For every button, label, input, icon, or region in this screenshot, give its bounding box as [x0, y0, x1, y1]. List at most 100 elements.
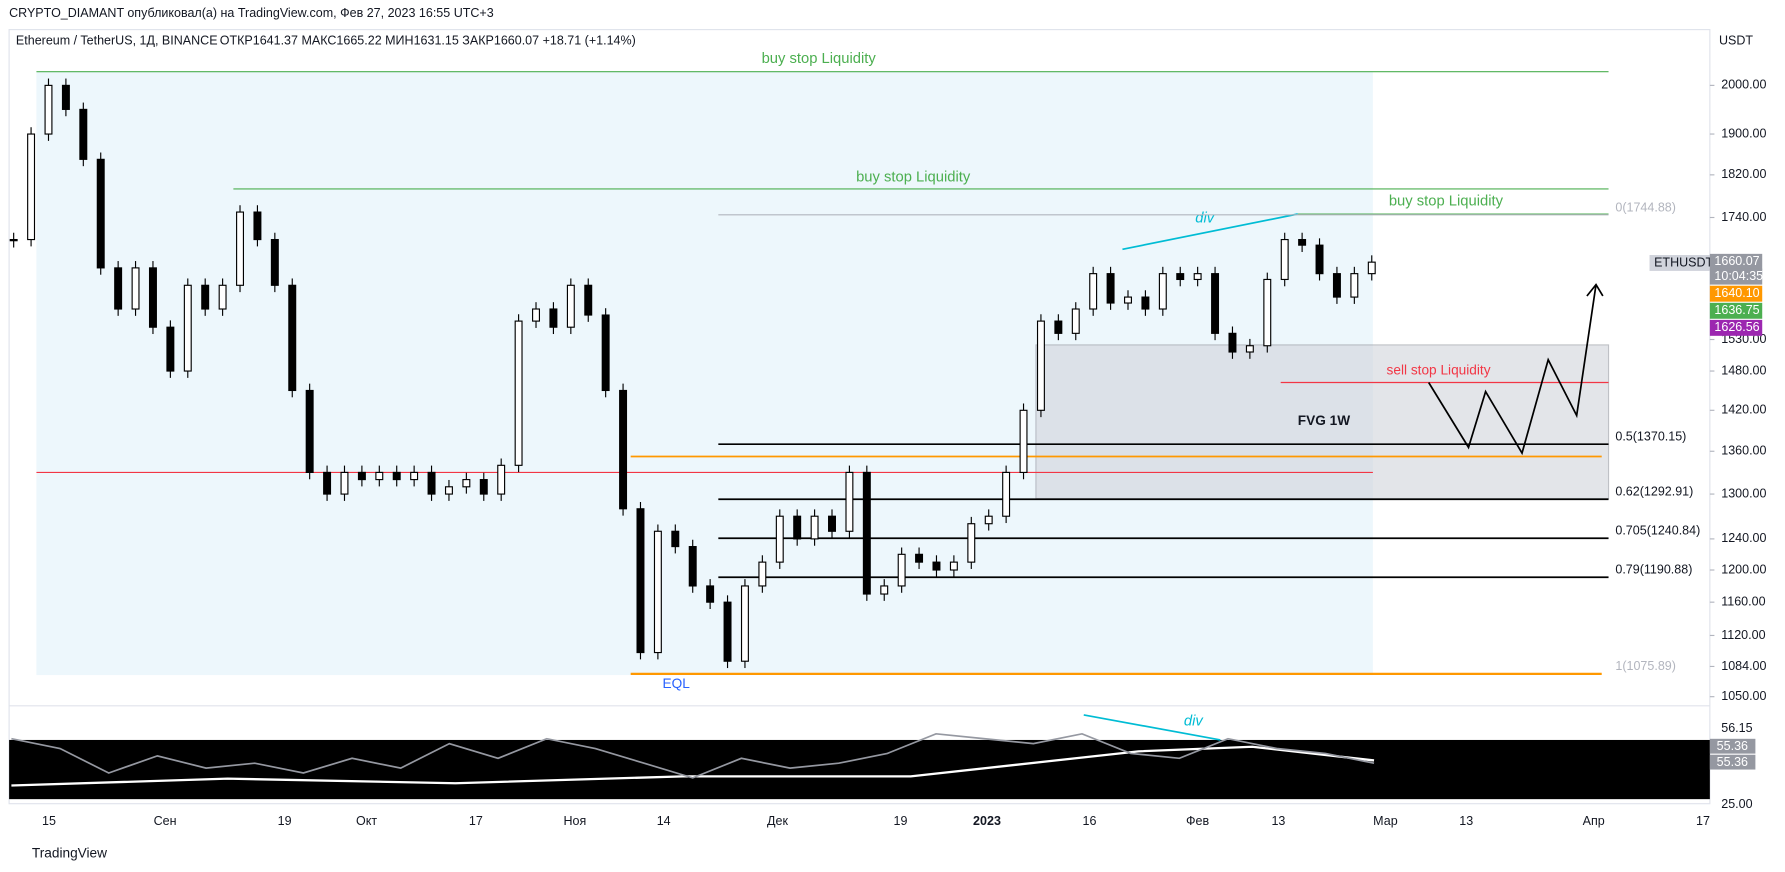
- candle: [706, 585, 715, 603]
- price-tick-label: 1740.00: [1721, 210, 1766, 224]
- price-tick-label: 1900.00: [1721, 126, 1766, 140]
- annotation: sell stop Liquidity: [1387, 363, 1491, 378]
- time-tick-label: 19: [278, 814, 292, 828]
- time-tick-label: Сен: [154, 814, 177, 828]
- price-tick-label: 1050.00: [1721, 689, 1766, 703]
- rsi-tick-label: 56.15: [1721, 721, 1752, 735]
- candle: [671, 530, 680, 548]
- symbol: Ethereum / TetherUS, 1Д, BINANCE: [16, 33, 218, 47]
- price-label: 1636.75: [1714, 303, 1759, 317]
- candle: [636, 508, 645, 654]
- price-label: 10:04:35: [1714, 269, 1763, 283]
- time-tick-label: 19: [894, 814, 908, 828]
- candle: [862, 471, 871, 595]
- candle: [288, 284, 297, 392]
- candle: [584, 284, 593, 316]
- candle: [392, 471, 401, 481]
- candle: [96, 158, 105, 269]
- candle: [9, 238, 18, 242]
- price-tick-label: 1160.00: [1721, 594, 1765, 608]
- candle: [549, 308, 558, 328]
- candle: [775, 515, 784, 563]
- candle: [1054, 320, 1063, 334]
- candle: [619, 389, 628, 510]
- candle: [532, 308, 540, 322]
- fib-label: 0.79(1190.88): [1615, 563, 1692, 577]
- rsi-line: [11, 732, 1375, 779]
- arrow-head: [1586, 283, 1604, 297]
- rsi-label-bg: [1709, 738, 1756, 754]
- candle: [236, 211, 245, 286]
- candle: [1124, 296, 1132, 304]
- price-label: ETHUSDT: [1654, 255, 1713, 269]
- time-tick-label: Мар: [1373, 814, 1398, 828]
- candle: [723, 601, 732, 662]
- candle: [183, 284, 192, 372]
- candle: [1089, 273, 1098, 310]
- candle: [462, 479, 471, 488]
- candle: [1332, 273, 1341, 298]
- time-tick-label: 13: [1271, 814, 1285, 828]
- price-label-bg: [1649, 254, 1711, 271]
- price-tick-label: 1200.00: [1721, 562, 1766, 576]
- candle: [1298, 238, 1307, 246]
- candle: [497, 464, 506, 495]
- fib-label: 0.5(1370.15): [1615, 430, 1686, 444]
- candle: [1263, 278, 1272, 347]
- rsi-label: 55.36: [1717, 739, 1748, 753]
- time-tick-label: Апр: [1583, 814, 1605, 828]
- annotation: FVG 1W: [1298, 413, 1350, 428]
- time-tick-label: Окт: [356, 814, 377, 828]
- fib-label: 0.62(1292.91): [1615, 485, 1693, 499]
- candle: [148, 267, 157, 328]
- price-tick-label: 1120.00: [1721, 628, 1765, 642]
- candle: [1176, 273, 1185, 281]
- rsi-band: [9, 739, 1710, 800]
- candle: [810, 515, 819, 540]
- fib-label: 1(1075.89): [1615, 659, 1676, 673]
- candle: [601, 314, 610, 392]
- rsi-ma: [11, 745, 1375, 787]
- fib-label: 0(1744.88): [1615, 200, 1676, 214]
- price-label: 1626.56: [1714, 320, 1759, 334]
- candle: [427, 471, 436, 495]
- candle: [357, 471, 366, 481]
- candle: [1193, 273, 1202, 281]
- candle: [44, 84, 53, 135]
- time-tick-label: Ноя: [564, 814, 587, 828]
- price-label: 1660.07: [1714, 254, 1759, 268]
- rsi-tick-label: 25.00: [1721, 797, 1752, 811]
- price-label-bg: [1709, 285, 1763, 302]
- candle: [967, 523, 976, 563]
- time-tick-label: Дек: [767, 814, 788, 828]
- candle: [375, 471, 384, 481]
- candle: [1019, 409, 1028, 473]
- candle: [1228, 332, 1237, 353]
- time-tick-label: 17: [1696, 814, 1710, 828]
- candle: [1211, 273, 1220, 334]
- annotation: div: [1184, 714, 1205, 730]
- time-tick-label: 13: [1459, 814, 1473, 828]
- candle: [1106, 273, 1115, 304]
- price-label-bg: [1709, 319, 1763, 336]
- publisher: CRYPTO_DIAMANT опубликовал(а) на Trading…: [9, 6, 494, 20]
- candle: [114, 267, 123, 310]
- candle: [1315, 244, 1324, 275]
- candle: [1350, 273, 1359, 298]
- candle: [880, 585, 889, 595]
- price-label: 1640.10: [1714, 286, 1759, 300]
- annotation: div: [1195, 210, 1216, 226]
- candle: [758, 561, 767, 587]
- candle: [131, 267, 140, 310]
- candle: [932, 561, 941, 571]
- candle: [1158, 273, 1167, 310]
- candle: [1141, 296, 1150, 310]
- annotation: buy stop Liquidity: [1389, 193, 1504, 209]
- div-line: [1083, 714, 1221, 741]
- candle: [444, 486, 453, 495]
- candle: [270, 238, 279, 286]
- price-tick-label: 1360.00: [1721, 444, 1766, 458]
- candle: [79, 108, 88, 160]
- candle: [984, 515, 993, 525]
